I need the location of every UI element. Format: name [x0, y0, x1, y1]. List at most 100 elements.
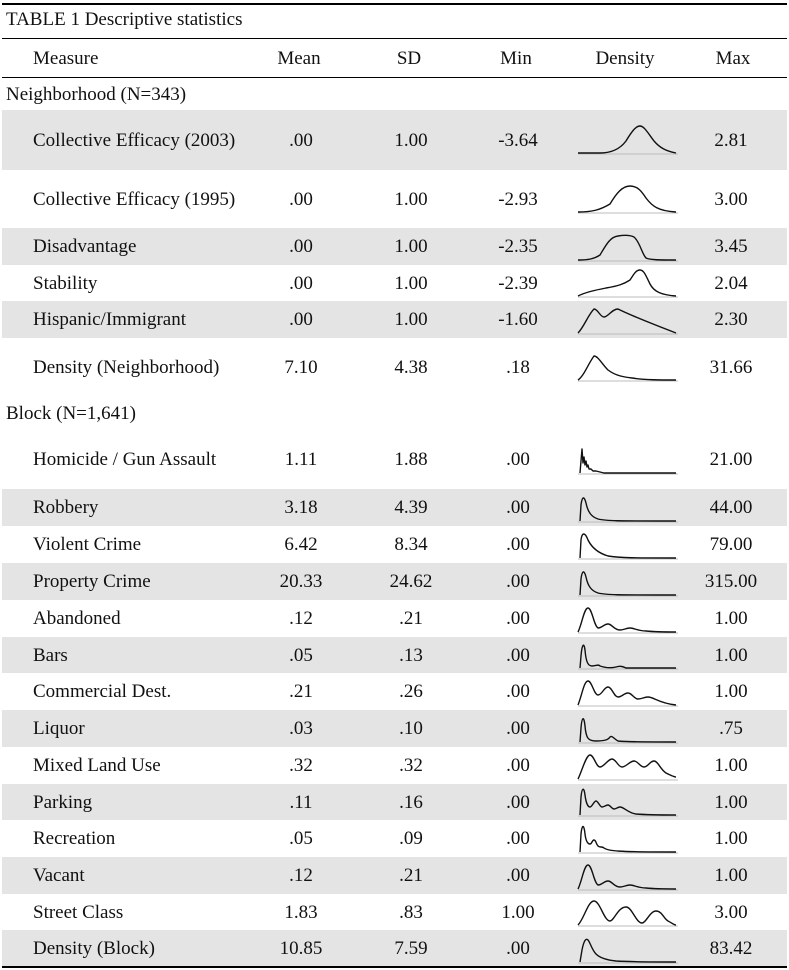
section-row-block-n-1-641: Block (N=1,641) [2, 396, 787, 430]
density-sparkline [576, 932, 680, 966]
density-curve [577, 234, 677, 261]
max-cell: 21.00 [709, 449, 753, 470]
sd-cell: .16 [399, 791, 423, 813]
density-sparkline [576, 443, 680, 477]
min-cell: -2.35 [498, 236, 538, 257]
measure-cell: Street Class [33, 901, 124, 923]
sd-cell: .10 [399, 718, 423, 739]
mean-cell: .00 [289, 129, 313, 151]
density-curve [579, 644, 676, 669]
table-row-commercial-dest: Commercial Dest. .21 .26 .00 1.00 [2, 673, 787, 710]
density-sparkline [576, 785, 680, 819]
min-cell: .00 [506, 571, 530, 592]
measure-cell: Hispanic/Immigrant [33, 309, 187, 330]
header-min: Min [500, 48, 532, 69]
max-cell: 1.00 [714, 828, 748, 849]
sd-cell: .83 [399, 901, 423, 923]
table-row-parking: Parking .11 .16 .00 1.00 [2, 784, 787, 820]
mean-cell: 1.11 [284, 449, 318, 470]
density-curve [577, 864, 677, 890]
density-curve [577, 900, 677, 926]
sd-cell: .26 [399, 681, 423, 702]
measure-cell: Bars [33, 644, 68, 666]
sd-cell: 1.00 [394, 188, 428, 210]
table-row-robbery: Robbery 3.18 4.39 .00 44.00 [2, 489, 787, 526]
table-row-property-crime: Property Crime 20.33 24.62 .00 315.00 [2, 563, 787, 600]
section-row-neighborhood-n-343: Neighborhood (N=343) [2, 79, 787, 110]
table-row-collective-efficacy-1995: Collective Efficacy (1995) .00 1.00 -2.93 3.… [2, 170, 787, 228]
measure-cell: Parking [33, 791, 93, 813]
measure-cell: Collective Efficacy (1995) [33, 188, 236, 210]
density-curve [579, 533, 677, 559]
density-curve [578, 125, 677, 154]
density-curve [579, 938, 677, 963]
sd-cell: .21 [399, 865, 423, 886]
mean-cell: .00 [289, 272, 313, 294]
density-curve [577, 355, 677, 381]
mean-cell: .05 [289, 828, 313, 849]
density-sparkline [576, 602, 680, 636]
density-curve [579, 718, 677, 743]
max-cell: 1.00 [714, 644, 748, 666]
sd-cell: 4.39 [394, 497, 428, 518]
density-sparkline [576, 491, 680, 525]
density-curve [577, 754, 677, 780]
table-row-street-class: Street Class 1.83 .83 1.00 3.00 [2, 894, 787, 930]
measure-cell: Homicide / Gun Assault [33, 449, 217, 470]
max-cell: 1.00 [714, 865, 748, 886]
mean-cell: .11 [289, 791, 313, 813]
table-row-vacant: Vacant .12 .21 .00 1.00 [2, 857, 787, 894]
density-curve [579, 788, 677, 816]
density-sparkline [576, 266, 680, 300]
max-cell: 1.00 [714, 608, 748, 629]
density-curve [579, 825, 677, 853]
sd-cell: 8.34 [394, 534, 428, 555]
max-cell: 44.00 [709, 497, 753, 518]
min-cell: .00 [506, 755, 530, 776]
measure-cell: Violent Crime [33, 534, 142, 555]
density-sparkline [576, 638, 680, 672]
sd-cell: 1.00 [394, 236, 428, 257]
header-mean: Mean [277, 48, 321, 69]
mean-cell: 3.18 [284, 497, 318, 518]
sd-cell: 24.62 [389, 571, 433, 592]
measure-cell: Liquor [33, 718, 85, 739]
max-cell: 3.45 [714, 236, 748, 257]
table-caption: TABLE 1 Descriptive statistics [6, 9, 243, 30]
measure-cell: Density (Block) [33, 938, 155, 959]
min-cell: -3.64 [498, 129, 538, 151]
mean-cell: .21 [289, 681, 313, 702]
mean-cell: 10.85 [279, 938, 323, 959]
sd-cell: .32 [399, 755, 423, 776]
density-curve [579, 497, 677, 522]
table-row-density-block: Density (Block) 10.85 7.59 .00 83.42 [2, 930, 787, 967]
min-cell: .00 [506, 828, 530, 849]
section-label: Block (N=1,641) [6, 402, 136, 424]
table-row-bars: Bars .05 .13 .00 1.00 [2, 637, 787, 673]
min-cell: 1.00 [501, 901, 535, 923]
density-sparkline [576, 859, 680, 893]
max-cell: 1.00 [714, 755, 748, 776]
min-cell: .00 [506, 534, 530, 555]
mean-cell: .12 [289, 608, 313, 629]
sd-cell: .13 [399, 644, 423, 666]
density-sparkline [576, 749, 680, 783]
header-rule [2, 77, 787, 78]
min-cell: -1.60 [498, 309, 538, 330]
table-row-density-neighborhood: Density (Neighborhood) 7.10 4.38 .18 31.66 [2, 338, 787, 396]
min-cell: -2.93 [498, 188, 538, 210]
measure-cell: Vacant [33, 865, 85, 886]
mean-cell: 6.42 [284, 534, 318, 555]
header-sd: SD [396, 48, 422, 69]
max-cell: 315.00 [704, 571, 758, 592]
density-curve [577, 607, 677, 633]
measure-cell: Stability [33, 272, 98, 294]
table-row-disadvantage: Disadvantage .00 1.00 -2.35 3.45 [2, 228, 787, 265]
table-row-homicide-gun-assault: Homicide / Gun Assault 1.11 1.88 .00 21.00 [2, 430, 787, 489]
density-curve [579, 571, 677, 596]
mean-cell: .00 [289, 188, 313, 210]
density-curve [577, 185, 677, 213]
measure-cell: Robbery [33, 497, 99, 518]
table-row-collective-efficacy-2003: Collective Efficacy (2003) .00 1.00 -3.64 2.… [2, 110, 787, 170]
min-cell: .00 [506, 681, 530, 702]
